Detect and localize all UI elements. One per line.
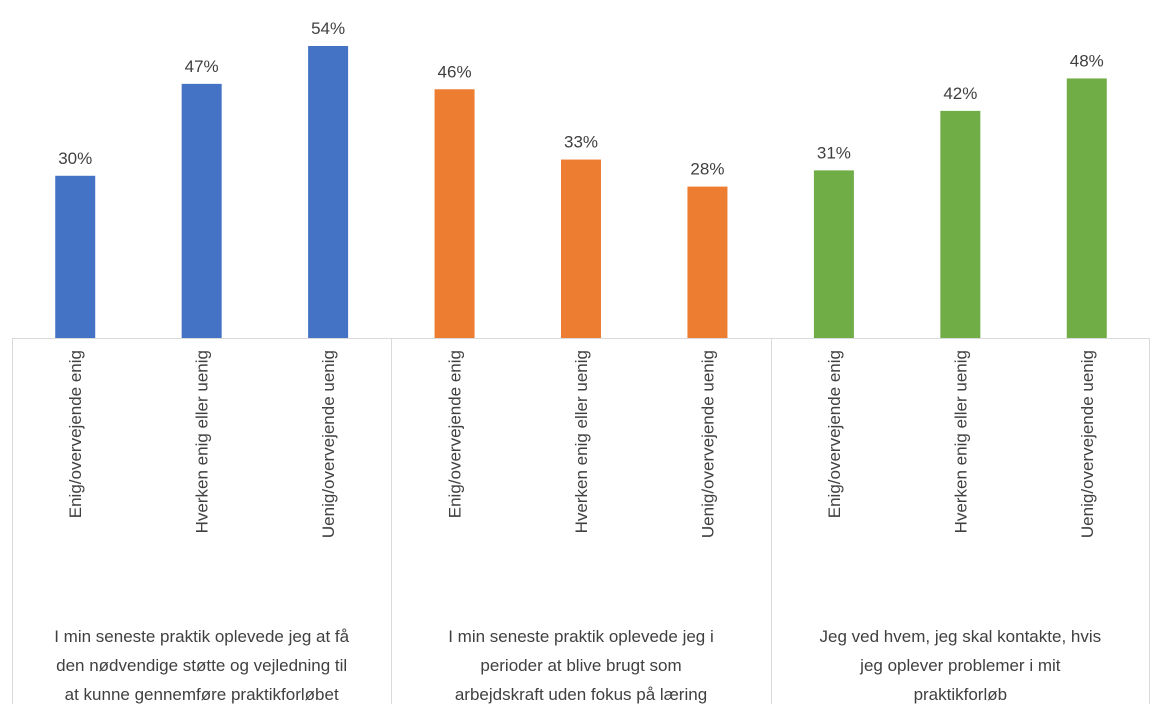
x-tick-label: Enig/overvejende enig xyxy=(446,350,465,518)
bar xyxy=(308,46,349,338)
bar-value-label: 54% xyxy=(311,19,345,38)
x-tick-label: Hverken enig eller uenig xyxy=(572,350,591,533)
chart-tick-labels: Enig/overvejende enig Hverken enig eller … xyxy=(66,350,1097,538)
x-tick-label: Enig/overvejende enig xyxy=(66,350,85,518)
bar-value-label: 46% xyxy=(438,62,472,81)
group-label-line: perioder at blive brugt som xyxy=(480,656,681,675)
bar xyxy=(687,186,728,338)
chart-group-labels: I min seneste praktik oplevede jeg at få… xyxy=(54,627,1101,704)
x-tick-label: Uenig/overvejende uenig xyxy=(1078,350,1097,538)
chart-value-labels: 30% 47% 54% 46% 33% 28% 31% 42% 48% xyxy=(58,19,1104,179)
bar-value-label: 33% xyxy=(564,133,598,152)
bar xyxy=(813,170,854,338)
bar xyxy=(181,83,222,338)
x-tick-label: Enig/overvejende enig xyxy=(825,350,844,518)
x-tick-label: Uenig/overvejende uenig xyxy=(698,350,717,538)
bar xyxy=(561,159,601,338)
bar-value-label: 42% xyxy=(943,84,977,103)
bar xyxy=(434,89,475,338)
group-label-line: jeg oplever problemer i mit xyxy=(859,656,1061,675)
bar xyxy=(940,110,981,338)
group-label-line: at kunne gennemføre praktikforløbet xyxy=(65,685,339,704)
bar-value-label: 31% xyxy=(817,143,851,162)
bar xyxy=(55,175,96,338)
group-label-line: I min seneste praktik oplevede jeg at få xyxy=(54,627,349,646)
group-label-line: arbejdskraft uden fokus på læring xyxy=(455,685,707,704)
bar-value-label: 30% xyxy=(58,149,92,168)
x-tick-label: Uenig/overvejende uenig xyxy=(319,350,338,538)
x-tick-label: Hverken enig eller uenig xyxy=(951,350,970,533)
chart-bars xyxy=(55,46,1107,338)
group-label-line: praktikforløb xyxy=(914,685,1008,704)
bar-value-label: 28% xyxy=(690,160,724,179)
x-tick-label: Hverken enig eller uenig xyxy=(193,350,212,533)
group-label-line: I min seneste praktik oplevede jeg i xyxy=(448,627,714,646)
group-label-line: den nødvendige støtte og vejledning til xyxy=(56,656,347,675)
bar-value-label: 47% xyxy=(185,57,219,76)
bar xyxy=(1066,78,1107,338)
group-label-line: Jeg ved hvem, jeg skal kontakte, hvis xyxy=(820,627,1102,646)
bar-value-label: 48% xyxy=(1070,51,1104,70)
